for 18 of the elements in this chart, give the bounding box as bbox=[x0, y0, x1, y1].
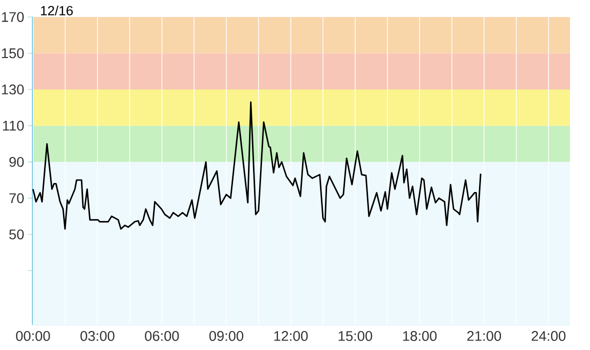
y-tick-label: 150 bbox=[2, 48, 24, 58]
x-tick-label: 09:00 bbox=[209, 331, 244, 341]
text: 12/16 bbox=[41, 6, 73, 16]
line-series bbox=[32, 101, 482, 230]
y-tick-label: 110 bbox=[3, 120, 24, 131]
x-tick-label: 00:00 bbox=[16, 331, 50, 341]
x-tick-label: 21:00 bbox=[467, 331, 502, 341]
y-tick-label: 50 bbox=[9, 229, 24, 240]
x-tick-label: 15:00 bbox=[338, 331, 372, 341]
x-tick-label: 06:00 bbox=[144, 331, 179, 341]
x-tick-label: 12:00 bbox=[274, 331, 308, 341]
x-tick-label: 18:00 bbox=[403, 331, 437, 341]
y-tick-label: 130 bbox=[2, 84, 24, 94]
x-tick-label: 03:00 bbox=[80, 331, 114, 341]
y-tick-label: 70 bbox=[9, 193, 24, 204]
x-tick-label: 24:00 bbox=[532, 331, 566, 341]
y-tick-label: 90 bbox=[9, 156, 24, 167]
y-tick-label: 170 bbox=[2, 12, 24, 22]
